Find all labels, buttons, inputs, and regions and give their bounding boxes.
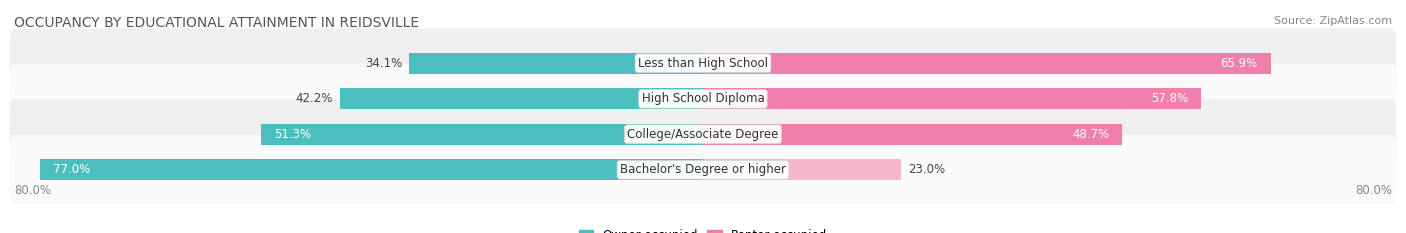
Text: OCCUPANCY BY EDUCATIONAL ATTAINMENT IN REIDSVILLE: OCCUPANCY BY EDUCATIONAL ATTAINMENT IN R… <box>14 16 419 30</box>
Text: 80.0%: 80.0% <box>14 184 51 197</box>
Text: Source: ZipAtlas.com: Source: ZipAtlas.com <box>1274 16 1392 26</box>
Bar <box>409 53 703 74</box>
Text: 57.8%: 57.8% <box>1150 92 1188 105</box>
Bar <box>703 123 1122 145</box>
Text: 42.2%: 42.2% <box>295 92 333 105</box>
Text: High School Diploma: High School Diploma <box>641 92 765 105</box>
Text: 65.9%: 65.9% <box>1220 57 1257 70</box>
Text: College/Associate Degree: College/Associate Degree <box>627 128 779 141</box>
Text: Less than High School: Less than High School <box>638 57 768 70</box>
Text: 23.0%: 23.0% <box>908 163 945 176</box>
Text: 80.0%: 80.0% <box>1355 184 1392 197</box>
Bar <box>703 53 1271 74</box>
FancyBboxPatch shape <box>10 135 1396 205</box>
Text: 48.7%: 48.7% <box>1073 128 1109 141</box>
FancyBboxPatch shape <box>10 64 1396 134</box>
FancyBboxPatch shape <box>10 99 1396 169</box>
Text: 77.0%: 77.0% <box>53 163 90 176</box>
Text: 34.1%: 34.1% <box>366 57 402 70</box>
FancyBboxPatch shape <box>10 28 1396 98</box>
Text: 51.3%: 51.3% <box>274 128 311 141</box>
Bar <box>262 123 703 145</box>
Legend: Owner-occupied, Renter-occupied: Owner-occupied, Renter-occupied <box>579 229 827 233</box>
Bar <box>703 159 901 180</box>
Bar <box>39 159 703 180</box>
Bar <box>703 88 1201 110</box>
Bar <box>340 88 703 110</box>
Text: Bachelor's Degree or higher: Bachelor's Degree or higher <box>620 163 786 176</box>
